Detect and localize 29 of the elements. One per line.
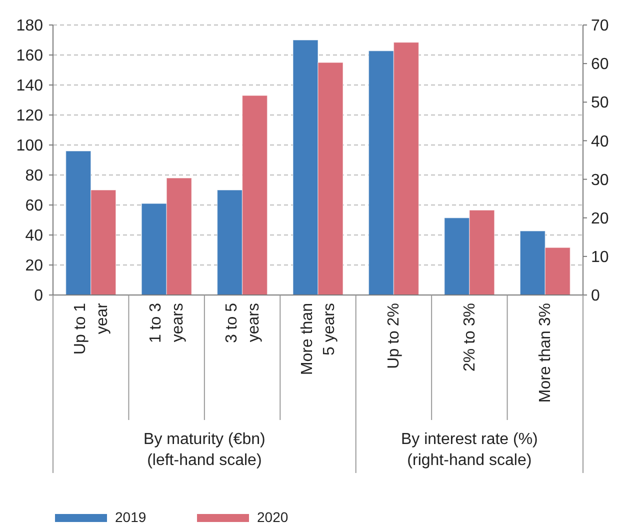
y2-tick-label: 20 (591, 210, 609, 228)
x-tick-label: 3 to 5 years (223, 302, 262, 344)
y2-tick-label: 60 (591, 56, 609, 74)
x-tick-label: More than 5 years (299, 303, 338, 376)
y2-tick-label: 0 (591, 288, 600, 305)
y-tick-label: 40 (25, 228, 44, 245)
y2-tick-label: 50 (591, 94, 609, 112)
y-tick-label: 80 (25, 168, 44, 185)
text: By maturity (€bn) (left-hand scale) (144, 431, 266, 469)
y2-tick-label: 10 (591, 249, 609, 266)
x-tick-label: 2% to 3% (461, 303, 478, 372)
y-tick-label: 60 (25, 198, 44, 215)
y2-tick-label: 30 (591, 172, 609, 189)
y-tick-label: 140 (16, 78, 44, 95)
y-tick-label: 120 (16, 108, 44, 125)
y2-tick-label: 70 (591, 18, 609, 35)
x-tick-label: Up to 2% (386, 303, 403, 369)
legend-label: 2019 (115, 509, 146, 525)
legend-label: 2020 (257, 509, 288, 525)
x-tick-label: More than 3% (537, 303, 554, 403)
y-tick-label: 160 (16, 48, 44, 65)
x-tick-label: Up to 1 year (72, 302, 111, 355)
y-tick-label: 180 (16, 18, 44, 35)
y-tick-label: 0 (34, 288, 44, 305)
y-tick-label: 20 (25, 258, 44, 275)
x-tick-label: 1 to 3 years (148, 302, 187, 344)
y-tick-label: 100 (16, 138, 44, 155)
y2-tick-label: 40 (591, 133, 609, 150)
text: By interest rate (%) (right-hand scale) (400, 431, 538, 469)
